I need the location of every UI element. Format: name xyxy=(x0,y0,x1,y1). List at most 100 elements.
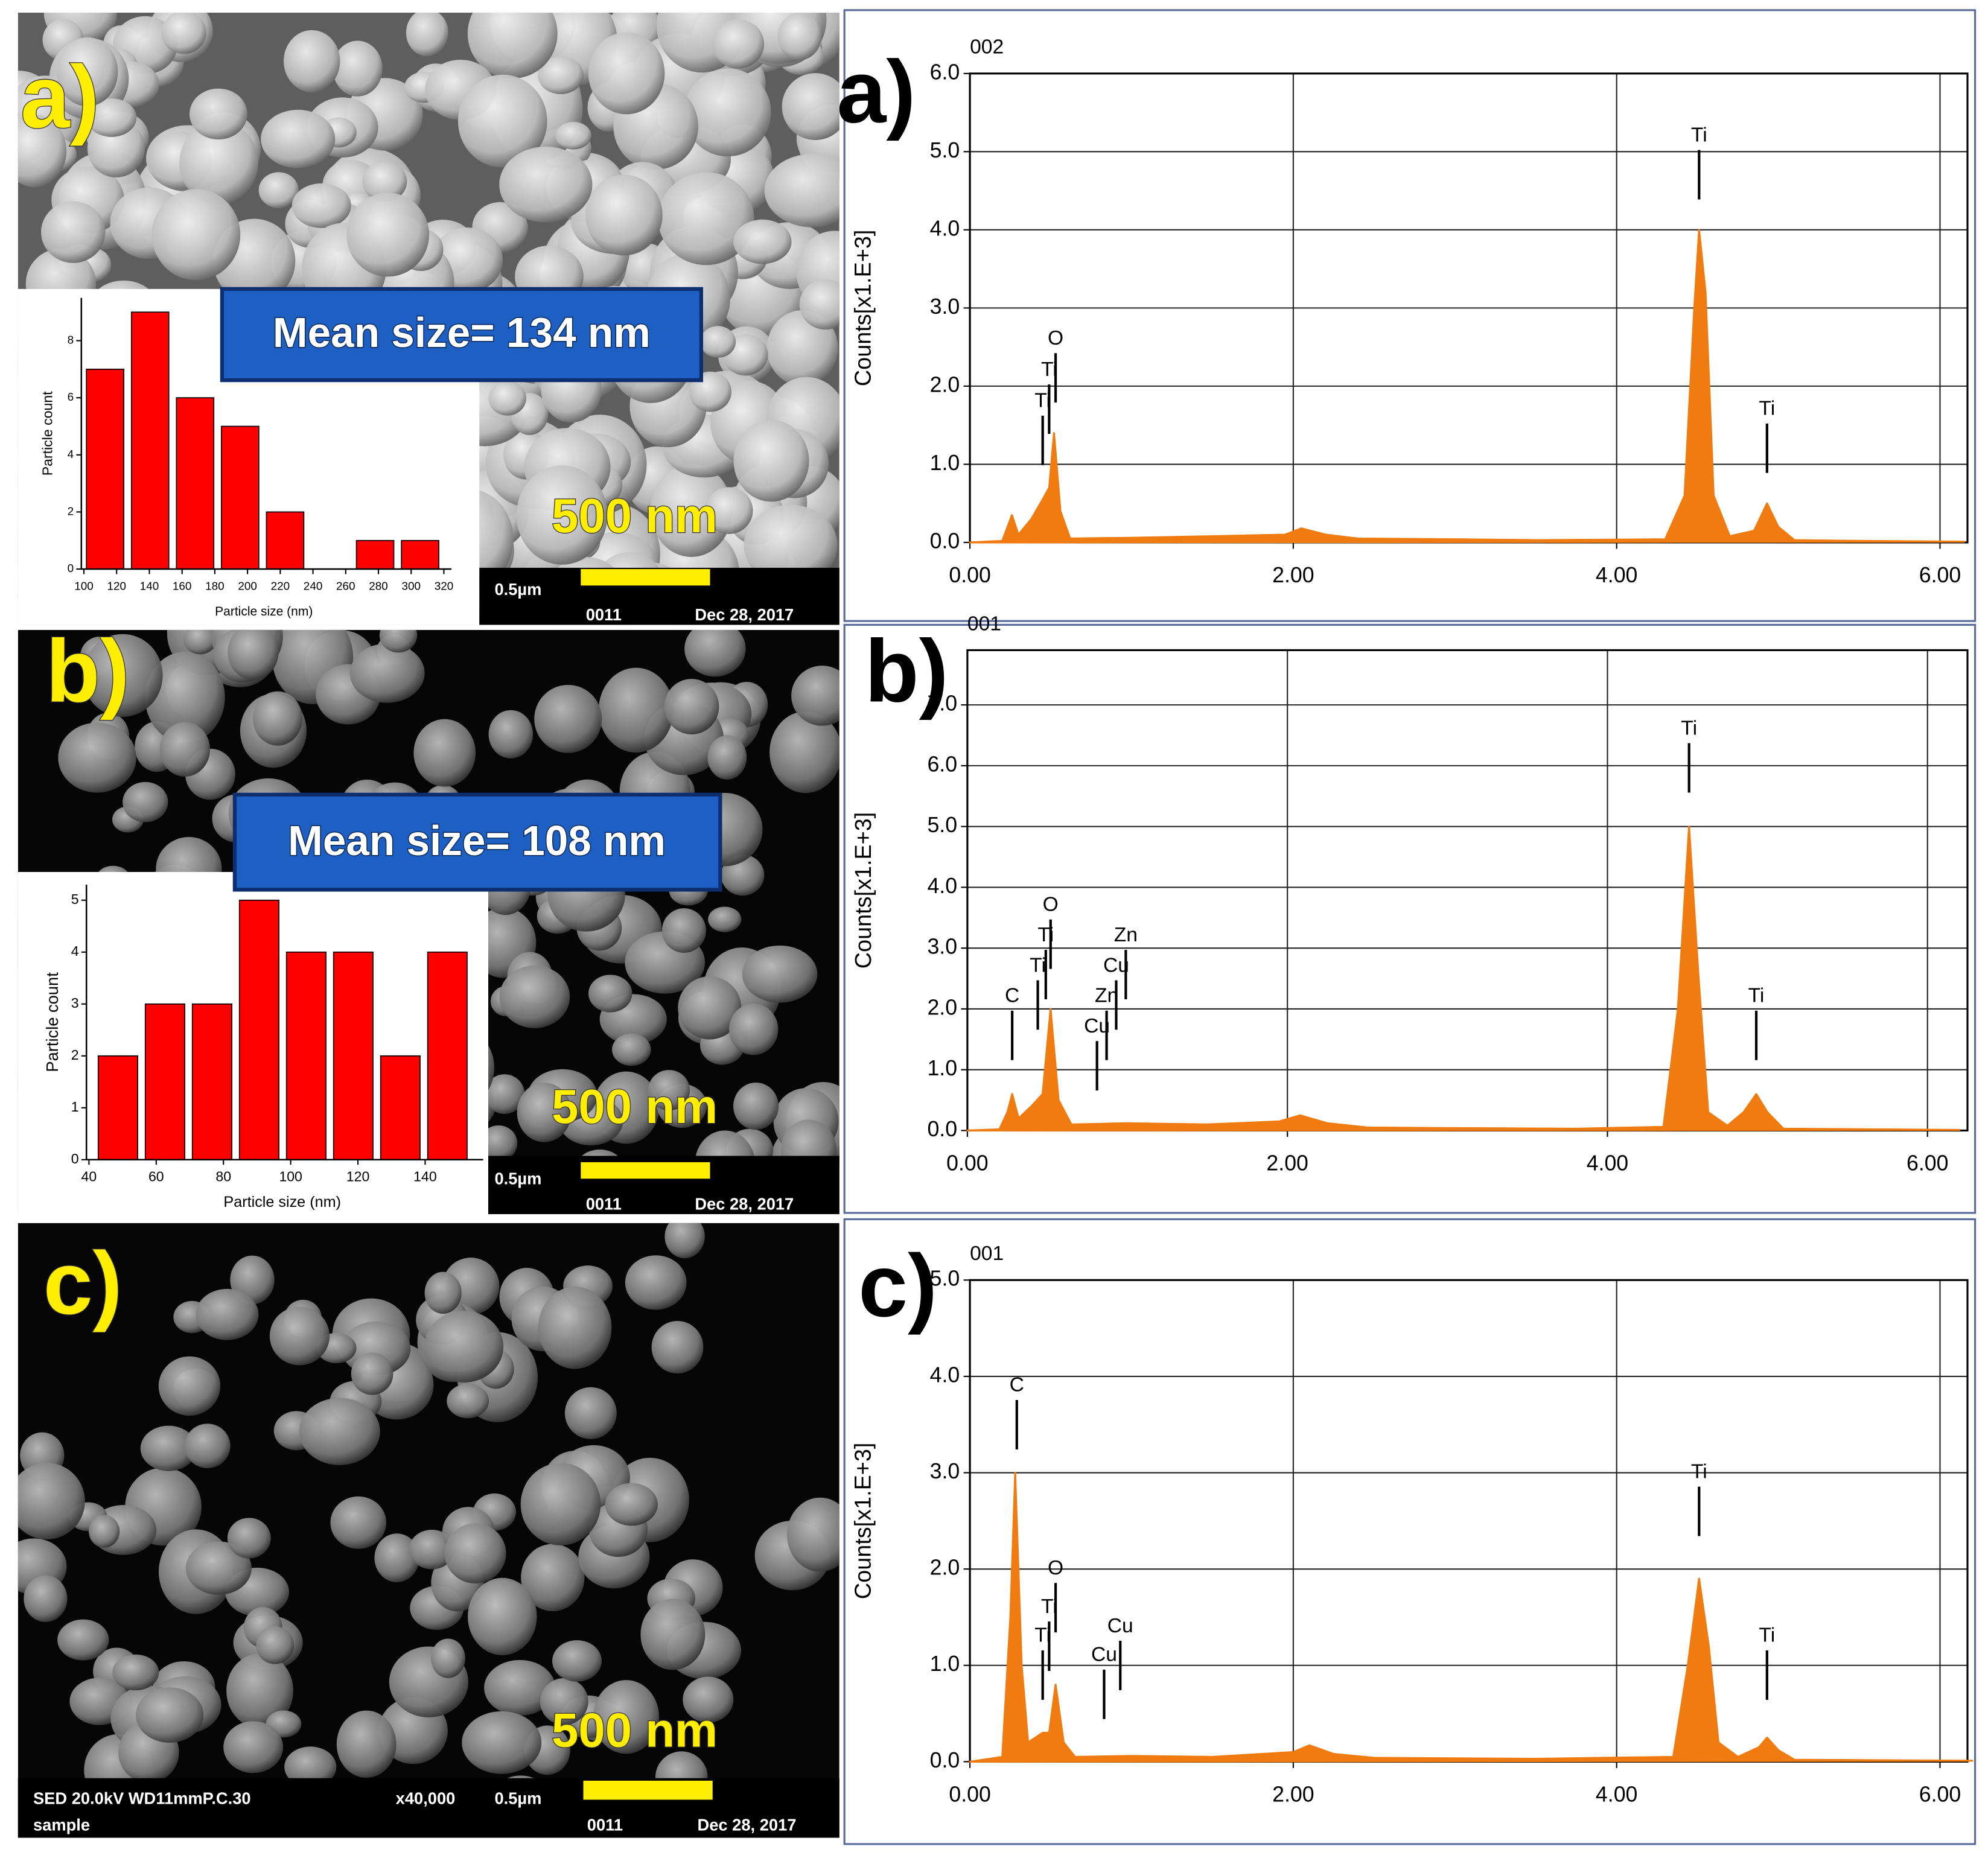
panel-label: a) xyxy=(21,48,100,147)
sample-id: 001 xyxy=(967,612,1001,635)
x-tick-label: 0.00 xyxy=(949,563,990,587)
particle xyxy=(648,1070,690,1111)
particle xyxy=(555,122,591,150)
y-tick-label: 6 xyxy=(68,391,74,404)
particle xyxy=(468,1577,537,1655)
particle xyxy=(625,1255,687,1310)
y-tick-label: 5.0 xyxy=(930,1267,960,1291)
particle xyxy=(704,487,753,535)
peak-label: Cu xyxy=(1107,1615,1133,1637)
particle xyxy=(728,1004,779,1055)
histogram-bar xyxy=(144,1003,185,1160)
y-axis-label: Particle count xyxy=(43,972,62,1072)
peak-label: O xyxy=(1048,327,1063,349)
particle xyxy=(346,192,430,277)
x-tick-label: 140 xyxy=(413,1168,437,1184)
x-tick-label: 4.00 xyxy=(1596,563,1637,587)
particle xyxy=(18,1463,85,1540)
particle xyxy=(253,691,303,746)
particle xyxy=(664,1223,705,1259)
particle xyxy=(430,1638,465,1678)
particle xyxy=(612,1033,651,1066)
particle xyxy=(499,147,593,223)
peak-label: C xyxy=(1005,985,1019,1007)
particle xyxy=(488,381,526,416)
particle xyxy=(336,1710,397,1778)
particle xyxy=(135,1687,204,1743)
peak-label: Zn xyxy=(1095,985,1118,1007)
y-tick-label: 3.0 xyxy=(930,294,960,319)
panel-label: c) xyxy=(43,1234,123,1333)
x-tick-label: 100 xyxy=(74,580,94,593)
scale-bar-label: 500 nm xyxy=(552,1703,718,1757)
y-tick-label: 3.0 xyxy=(927,935,957,959)
particle xyxy=(650,463,733,557)
y-tick-label: 7.0 xyxy=(927,692,957,716)
x-tick-label: 160 xyxy=(173,580,192,593)
x-tick-label: 120 xyxy=(346,1168,370,1184)
y-tick-label: 0.0 xyxy=(930,529,960,553)
y-tick-label: 5.0 xyxy=(927,813,957,837)
particle xyxy=(605,1483,658,1526)
particle xyxy=(585,174,663,256)
particle xyxy=(733,1082,779,1130)
histogram-bar xyxy=(285,951,327,1160)
particle xyxy=(228,629,279,680)
y-tick-label: 3 xyxy=(71,995,79,1011)
x-axis-label: Particle size (nm) xyxy=(215,605,313,619)
y-tick-label: 4 xyxy=(68,448,74,461)
y-tick-label: 6.0 xyxy=(930,60,960,84)
sample-id: 002 xyxy=(970,36,1004,59)
histogram-bar xyxy=(266,511,305,570)
particle xyxy=(140,1425,197,1471)
image-number: 0011 xyxy=(587,1816,623,1834)
particle xyxy=(223,1721,284,1774)
y-tick-label: 1 xyxy=(71,1099,79,1115)
mean-size-box xyxy=(232,792,722,892)
peak-label: Ti xyxy=(1041,358,1057,381)
particle xyxy=(145,651,225,743)
particle xyxy=(351,1352,393,1395)
mean-size-text: Mean size= 108 nm xyxy=(288,817,666,864)
histogram-bar xyxy=(380,1055,421,1160)
x-tick-label: 2.00 xyxy=(1272,1783,1314,1807)
particle xyxy=(299,1398,380,1465)
particle xyxy=(292,183,351,228)
particle xyxy=(521,1544,585,1612)
y-tick-label: 4.0 xyxy=(927,874,957,898)
peak-label: O xyxy=(1043,894,1059,916)
particle xyxy=(444,1523,506,1583)
scale-bar xyxy=(581,569,710,586)
y-tick-label: 0.0 xyxy=(927,1117,957,1141)
particle xyxy=(791,666,839,726)
sample-id: 001 xyxy=(970,1242,1004,1265)
y-tick-label: 1.0 xyxy=(930,1652,960,1676)
particle xyxy=(58,722,136,793)
particle xyxy=(651,1320,704,1374)
x-tick-label: 280 xyxy=(369,580,388,593)
particle xyxy=(179,121,259,205)
histogram-bar xyxy=(191,1003,232,1160)
histogram-bar xyxy=(130,311,170,570)
y-tick-label: 6.0 xyxy=(927,752,957,776)
particle xyxy=(538,1287,612,1369)
peak-label: Ti xyxy=(1034,390,1051,412)
particle xyxy=(534,684,602,753)
particle xyxy=(708,906,742,932)
particle xyxy=(112,1654,159,1691)
y-tick-label: 0.0 xyxy=(930,1748,960,1772)
x-tick-label: 6.00 xyxy=(1919,1783,1961,1807)
scale-text: 0.5µm xyxy=(494,1169,541,1188)
particle xyxy=(707,735,747,780)
particle xyxy=(462,1711,542,1774)
peak-label: Ti xyxy=(1691,1460,1707,1483)
y-tick-label: 0 xyxy=(71,1151,79,1166)
y-tick-label: 1.0 xyxy=(930,451,960,475)
panel-label: a) xyxy=(837,43,916,142)
spectrum-area xyxy=(966,826,1961,1132)
particle xyxy=(41,201,106,263)
x-tick-label: 6.00 xyxy=(1907,1151,1948,1176)
peak-label: Ti xyxy=(1681,717,1697,739)
peak-label: Ti xyxy=(1041,1596,1057,1618)
particle xyxy=(258,172,299,208)
